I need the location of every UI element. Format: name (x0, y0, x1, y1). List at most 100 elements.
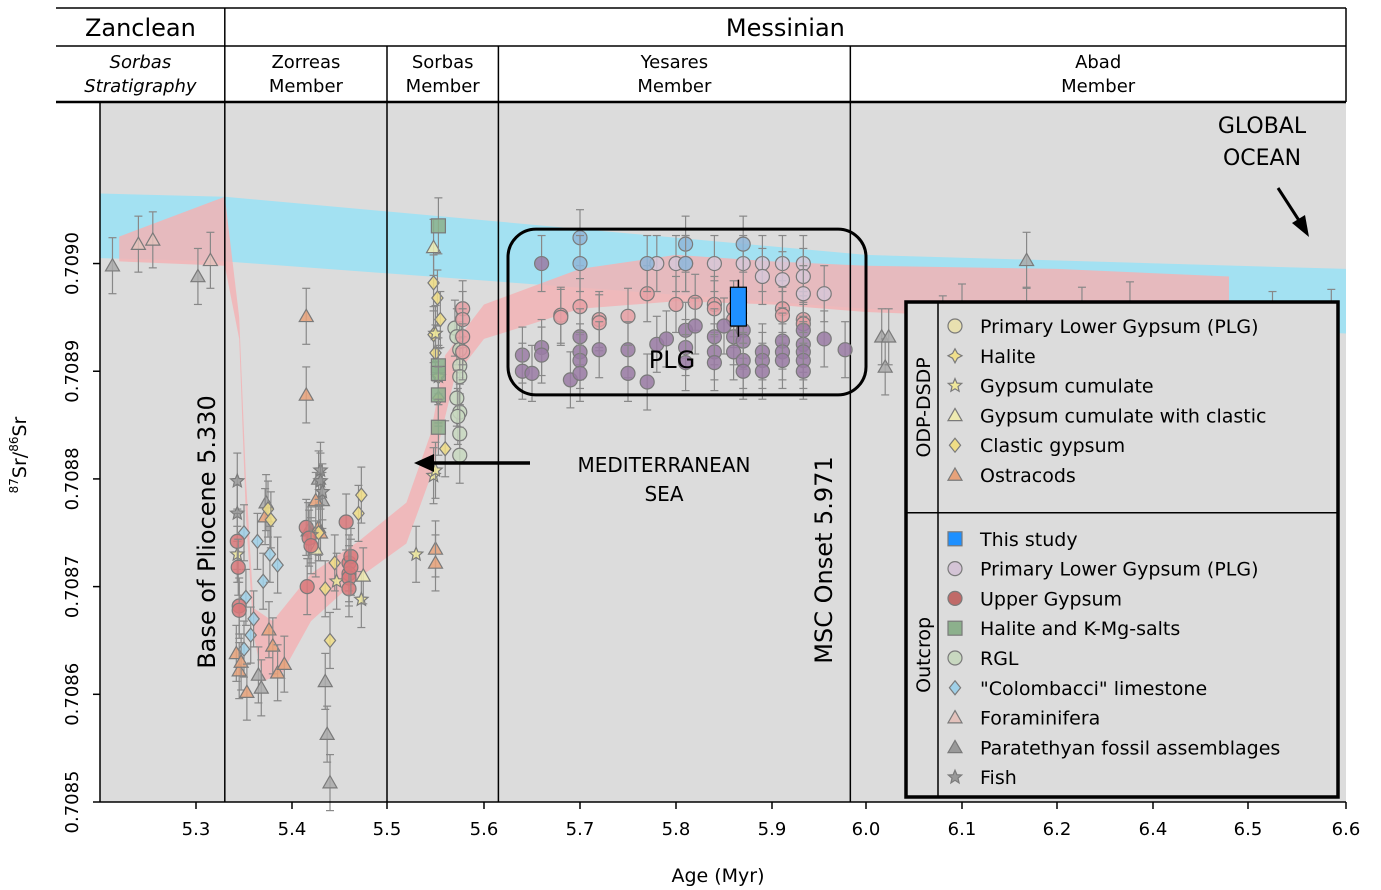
data-point (271, 557, 284, 574)
data-point (317, 673, 334, 688)
legend-label: Halite and K-Mg-salts (980, 618, 1180, 640)
member-label: Member (637, 76, 712, 97)
data-point (1018, 252, 1035, 267)
legend-label: Halite (980, 346, 1036, 368)
legend-group-label: Outcrop (913, 617, 935, 693)
data-point (735, 236, 751, 252)
data-point (323, 632, 337, 649)
data-point (318, 580, 332, 597)
legend-marker (947, 590, 963, 607)
data-point (407, 545, 425, 562)
y-label-sup-86: 86 (7, 437, 21, 452)
data-point (229, 472, 246, 488)
data-point (264, 511, 278, 528)
data-point (321, 774, 339, 789)
legend-label: Paratethyan fossil assemblages (980, 737, 1280, 759)
data-point (735, 363, 751, 379)
legend-marker (946, 768, 964, 785)
data-point (754, 363, 771, 379)
x-tick-label: 5.7 (566, 819, 595, 840)
data-point (430, 419, 447, 435)
data-point (328, 554, 342, 571)
data-point (104, 257, 121, 272)
data-point (303, 538, 319, 554)
mediterranean-label-line2: SEA (644, 482, 683, 506)
x-tick-label: 6.5 (1234, 819, 1263, 840)
legend-box (904, 300, 1340, 799)
data-point (553, 309, 569, 325)
legend-marker (947, 650, 963, 666)
member-label: Member (406, 76, 481, 97)
legend-label: Foraminifera (980, 708, 1100, 730)
data-point (353, 590, 370, 607)
data-point (455, 344, 471, 360)
x-tick-label: 5.5 (373, 819, 402, 840)
stage-label: Messinian (726, 14, 845, 42)
plg-box (506, 227, 868, 397)
data-point (754, 268, 771, 285)
data-point (591, 342, 607, 358)
y-axis-label: 87Sr/86Sr (7, 416, 31, 493)
legend-marker (947, 318, 963, 334)
stage-label: Zanclean (85, 14, 196, 42)
x-tick-label: 6.1 (948, 819, 977, 840)
data-point (533, 255, 550, 272)
legend-label: This study (979, 529, 1078, 551)
data-point (314, 483, 331, 499)
legend-label: "Colombacci" limestone (980, 678, 1207, 700)
data-point (343, 559, 359, 575)
data-point (144, 231, 161, 246)
data-point (238, 683, 255, 699)
legend-label: RGL (980, 648, 1019, 670)
member-label: Stratigraphy (84, 76, 197, 97)
member-label: Zorreas (271, 52, 340, 73)
legend-label: Ostracods (980, 465, 1076, 487)
y-tick-label: 0.7088 (62, 447, 83, 510)
y-tick-label: 0.7090 (62, 232, 83, 295)
data-point (354, 487, 368, 504)
data-point (572, 365, 588, 381)
x-tick-label: 5.9 (758, 819, 787, 840)
data-point (837, 342, 853, 358)
y-label-sup-87: 87 (7, 478, 21, 493)
plg-rounded-box (506, 227, 868, 397)
data-point (658, 331, 675, 347)
legend-label: Gypsum cumulate (980, 376, 1154, 398)
data-point (677, 255, 694, 272)
global-ocean-arrow-shaft (1276, 187, 1302, 223)
legend-group-label: ODP-DSDP (913, 357, 935, 457)
data-point (250, 666, 267, 681)
data-point (877, 358, 894, 373)
global-ocean-arrow-head (1292, 215, 1309, 237)
data-point (247, 610, 260, 627)
msc-onset-label: MSC Onset 5.971 (810, 456, 838, 663)
data-point (256, 573, 270, 590)
data-point (298, 386, 315, 401)
data-point (524, 365, 540, 381)
data-point (319, 725, 336, 741)
x-tick-label: 6.2 (1043, 819, 1072, 840)
legend-marker (946, 377, 964, 393)
x-tick-label: 5.8 (662, 819, 691, 840)
legend-label: Upper Gypsum (980, 588, 1122, 610)
data-point (430, 218, 447, 234)
data-point (341, 581, 357, 597)
data-point (677, 355, 694, 371)
mediterranean-arrow-head (414, 454, 434, 472)
member-label: Yesares (640, 52, 709, 73)
member-label: Member (1061, 76, 1136, 97)
legend-marker (948, 437, 962, 454)
legend-label: Gypsum cumulate with clastic (980, 405, 1266, 427)
data-point (774, 352, 791, 369)
data-point (639, 255, 655, 272)
y-tick-label: 0.7087 (62, 555, 83, 618)
data-points (104, 197, 1340, 812)
data-point (228, 645, 245, 660)
data-point (253, 679, 270, 694)
x-tick-label: 6.6 (1332, 819, 1361, 840)
data-point (355, 567, 372, 582)
data-point (452, 447, 468, 463)
data-point (230, 559, 246, 575)
series-foraminifera (130, 211, 219, 289)
legend-marker (946, 466, 964, 481)
